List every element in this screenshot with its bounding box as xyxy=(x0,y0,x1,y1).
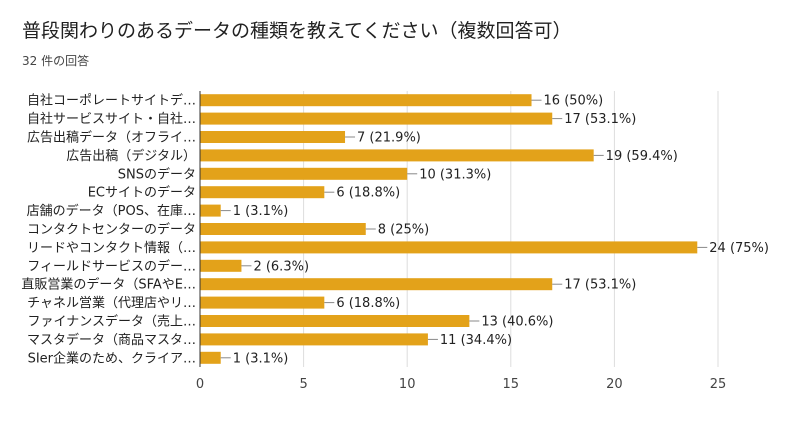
bar xyxy=(200,186,325,199)
category-label: フィールドサービスのデー… xyxy=(27,258,196,274)
category-label: リードやコンタクト情報（… xyxy=(27,241,196,256)
category-label: 直販営業のデータ（SFAやE… xyxy=(21,277,196,293)
x-tick-label: 15 xyxy=(503,377,520,392)
response-count: 32 件の回答 xyxy=(22,54,90,68)
category-label: 広告出稿（デジタル） xyxy=(66,148,196,164)
bar-value-label: 17 (53.1%) xyxy=(564,112,636,127)
chart-title: 普段関わりのあるデータの種類を教えてください（複数回答可） xyxy=(22,20,572,42)
bar-value-label: 1 (3.1%) xyxy=(233,351,289,366)
bar-value-label: 7 (21.9%) xyxy=(357,131,421,146)
category-label: SNSのデータ xyxy=(118,166,196,182)
category-label: 自社コーポレートサイトデ… xyxy=(27,93,196,109)
category-label: コンタクトセンターのデータ xyxy=(27,222,196,238)
bar-value-label: 16 (50%) xyxy=(544,94,604,109)
bar xyxy=(200,259,242,272)
category-label: SIer企業のため、クライア… xyxy=(28,350,196,366)
bar-value-label: 19 (59.4%) xyxy=(606,149,678,164)
category-label: チャネル営業（代理店やリ… xyxy=(27,295,196,311)
bar xyxy=(200,241,698,254)
bar-value-label: 13 (40.6%) xyxy=(481,315,553,330)
bar-value-label: 17 (53.1%) xyxy=(564,278,636,293)
bar xyxy=(200,333,428,346)
bar xyxy=(200,296,325,309)
bar xyxy=(200,315,470,327)
category-label: 自社サービスサイト・自社… xyxy=(27,111,196,127)
bar-value-label: 24 (75%) xyxy=(709,241,769,256)
bar-value-label: 8 (25%) xyxy=(378,223,429,238)
x-tick-label: 25 xyxy=(710,377,727,392)
bar xyxy=(200,149,594,162)
bar xyxy=(200,204,221,217)
x-tick-label: 5 xyxy=(299,377,307,392)
x-tick-label: 20 xyxy=(606,377,623,392)
bar xyxy=(200,278,553,291)
bar xyxy=(200,112,553,125)
category-label: 店舗のデータ（POS、在庫… xyxy=(27,203,196,219)
bar-value-label: 6 (18.8%) xyxy=(336,296,400,311)
bar xyxy=(200,223,366,235)
x-tick-label: 10 xyxy=(399,377,416,392)
bar xyxy=(200,94,532,107)
category-label: ファイナンスデータ（売上… xyxy=(28,314,196,330)
bar-value-label: 1 (3.1%) xyxy=(233,204,289,219)
bar-value-label: 6 (18.8%) xyxy=(336,186,400,201)
category-label: マスタデータ（商品マスタ… xyxy=(27,332,196,348)
bar-value-label: 11 (34.4%) xyxy=(440,333,512,348)
category-label: 広告出稿データ（オフライ… xyxy=(27,130,196,146)
bar xyxy=(200,167,408,180)
bar-value-label: 2 (6.3%) xyxy=(253,259,309,274)
bar-value-label: 10 (31.3%) xyxy=(419,167,491,182)
category-label: ECサイトのデータ xyxy=(88,185,196,201)
bar xyxy=(200,351,221,364)
bar xyxy=(200,131,346,143)
x-tick-label: 0 xyxy=(196,377,204,392)
